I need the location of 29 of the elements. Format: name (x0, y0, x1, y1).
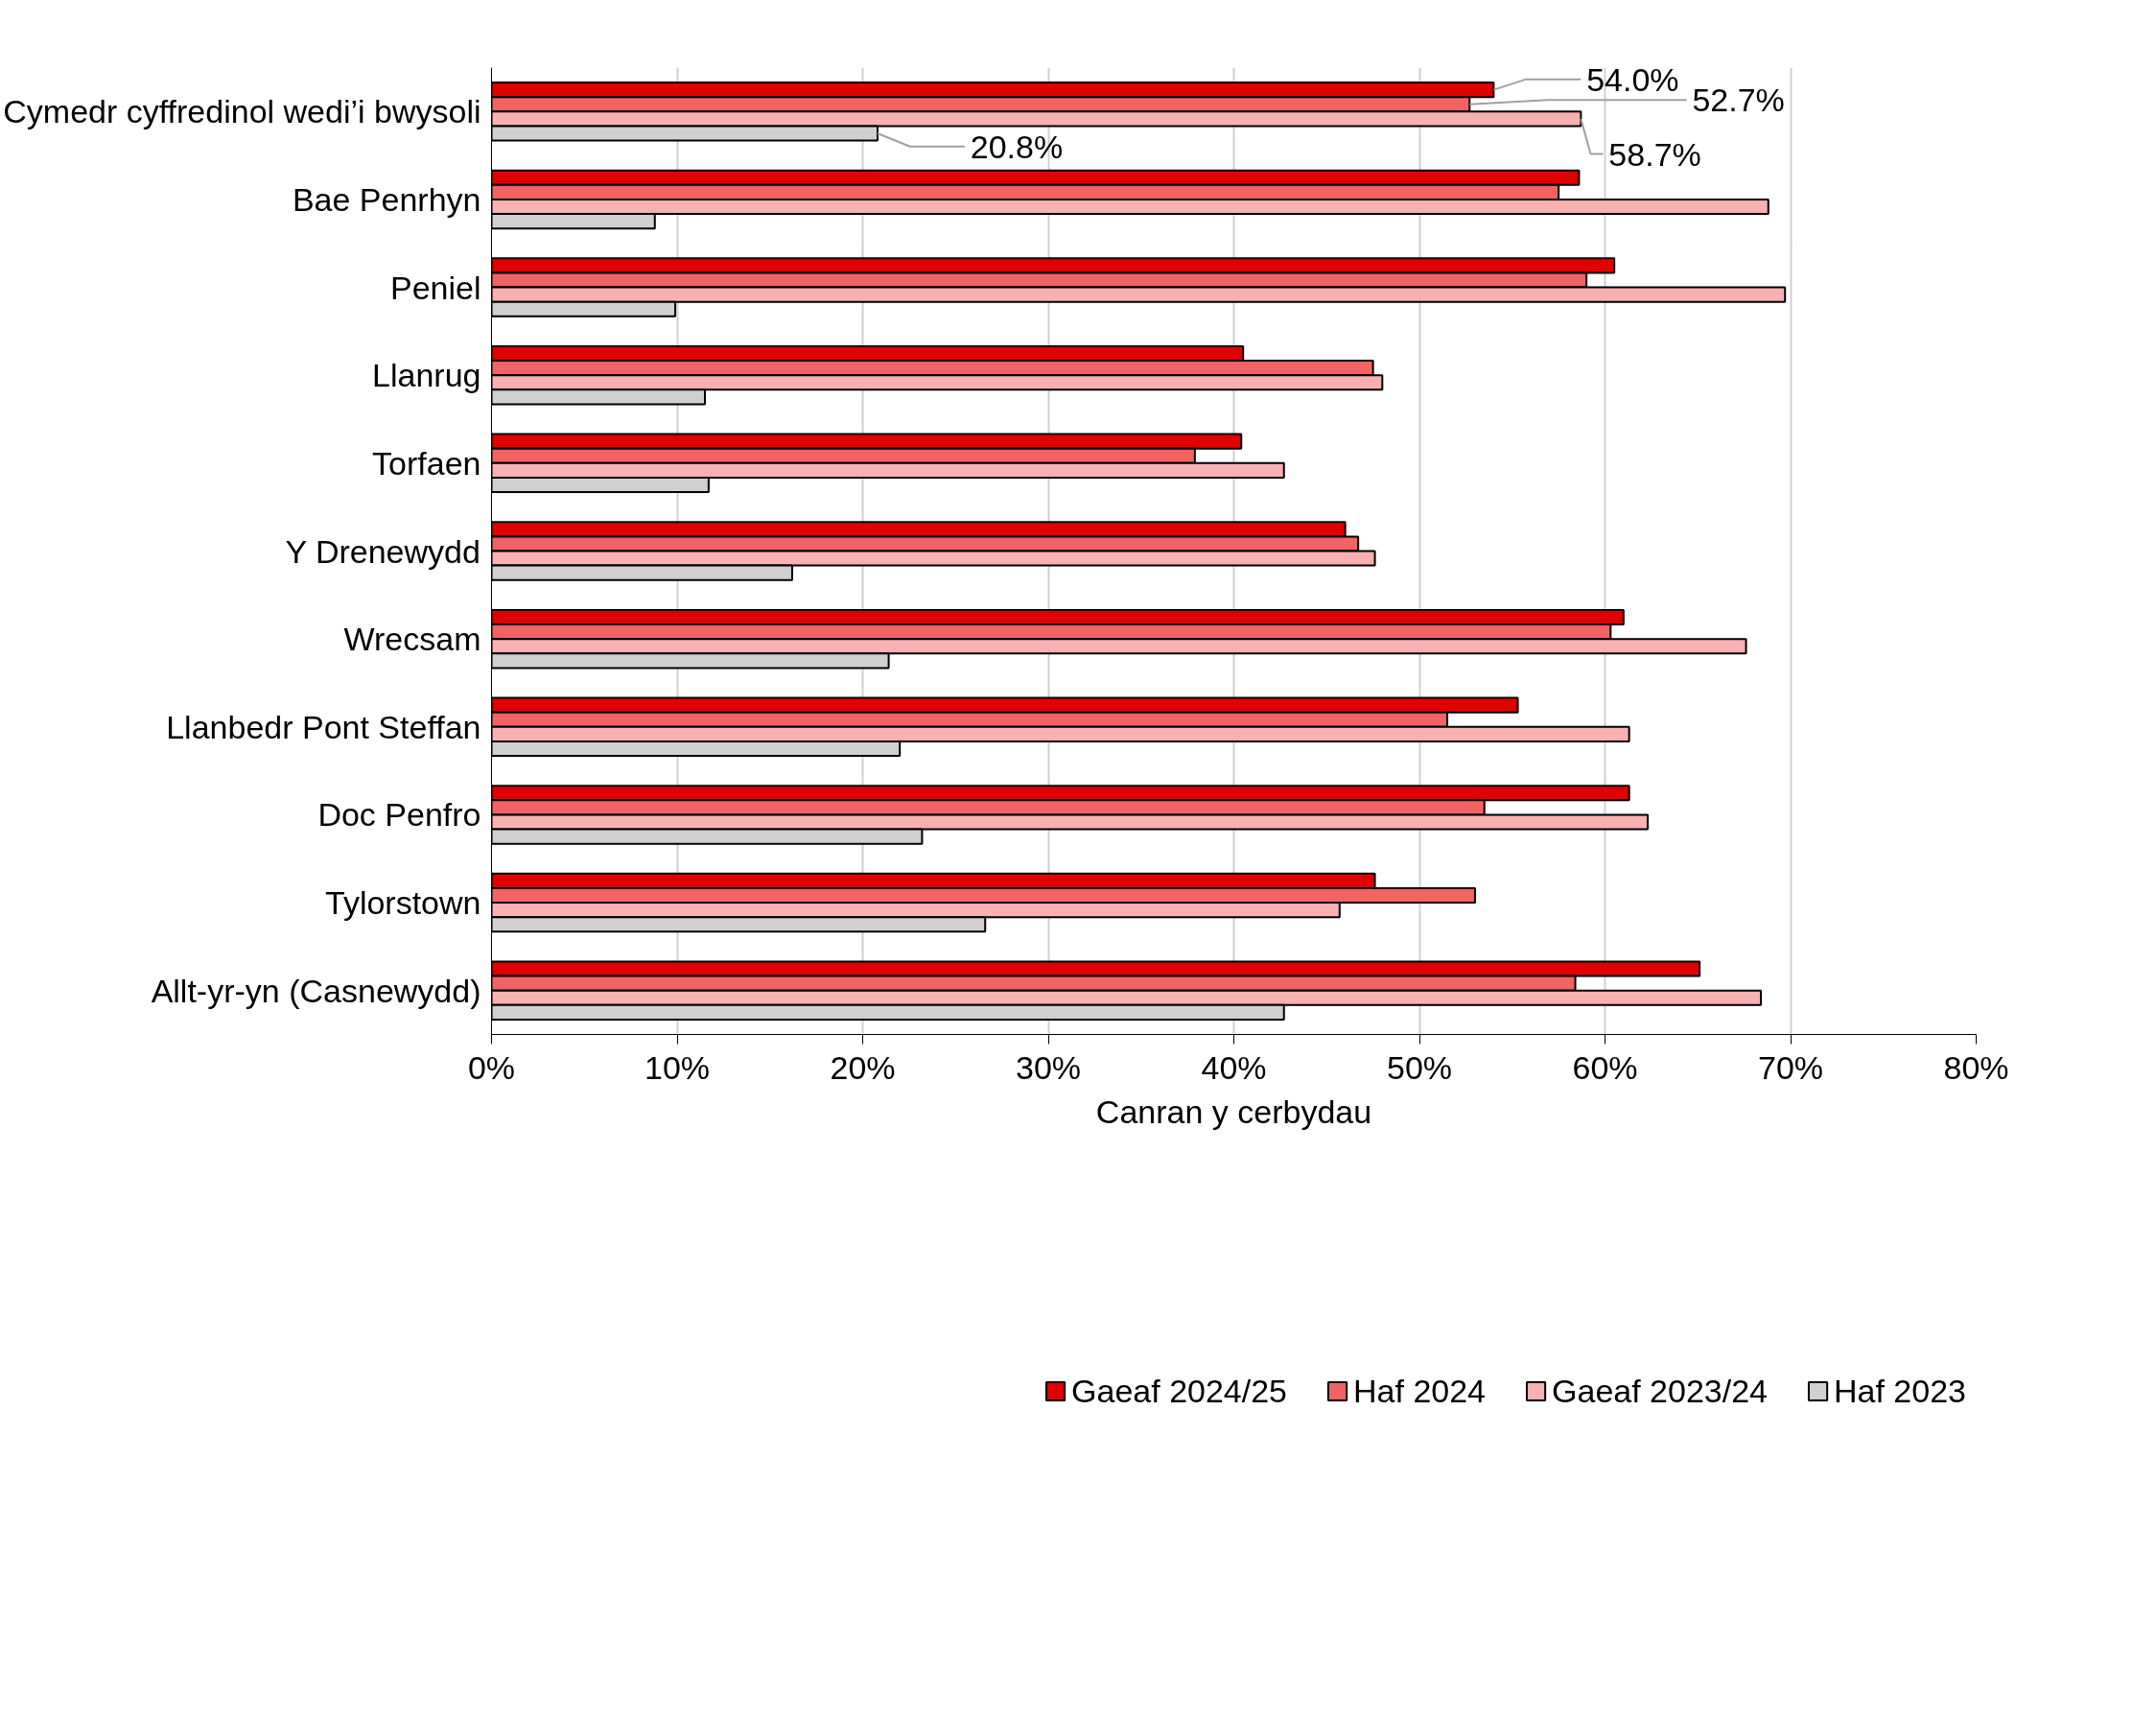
x-tick-label: 40% (1201, 1048, 1267, 1086)
y-tick-label: Wrecsam (343, 621, 481, 658)
x-tick-label: 10% (644, 1048, 711, 1086)
x-tick-label: 20% (830, 1048, 896, 1086)
y-tick-label: Allt-yr-yn (Casnewydd) (151, 972, 481, 1009)
x-tick-label: 30% (1015, 1048, 1082, 1086)
x-tick-label: 50% (1386, 1048, 1453, 1086)
x-tick-label: 70% (1757, 1048, 1824, 1086)
data-label: 20.8% (970, 128, 1064, 165)
y-tick-label: Cymedr cyffredinol wedi’i bwysoli (3, 93, 481, 130)
x-tick-label: 80% (1943, 1048, 2009, 1086)
y-tick-label: Torfaen (372, 444, 481, 482)
data-label: 52.7% (1692, 82, 1785, 119)
data-label: 58.7% (1608, 135, 1701, 173)
y-tick-label: Bae Penrhyn (292, 180, 481, 218)
legend-label: Haf 2023 (1834, 1372, 1966, 1410)
y-tick-label: Llanbedr Pont Steffan (166, 708, 481, 745)
y-tick-label: Y Drenewydd (285, 532, 480, 570)
legend-label: Haf 2024 (1353, 1372, 1487, 1410)
y-tick-label: Llanrug (372, 357, 481, 394)
x-axis-title: Canran y cerbydau (1095, 1093, 1372, 1130)
x-tick-label: 60% (1572, 1048, 1638, 1086)
legend-label: Gaeaf 2023/24 (1552, 1372, 1768, 1410)
y-tick-label: Peniel (389, 269, 481, 306)
legend-label: Gaeaf 2024/25 (1071, 1372, 1288, 1410)
x-tick-label: 0% (467, 1048, 516, 1086)
y-tick-label: Doc Penfro (317, 796, 481, 834)
data-label: 54.0% (1586, 60, 1679, 98)
y-tick-label: Tylorstown (325, 884, 481, 922)
